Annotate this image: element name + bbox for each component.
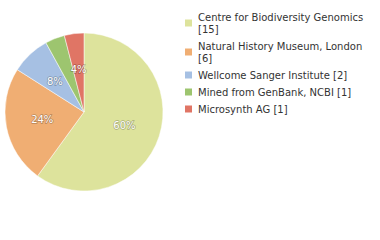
svg-text:8%: 8%: [47, 76, 63, 87]
svg-text:4%: 4%: [71, 64, 87, 75]
svg-text:60%: 60%: [113, 120, 135, 131]
svg-text:24%: 24%: [31, 114, 53, 125]
svg-text:Wellcome Sanger Institute [2]: Wellcome Sanger Institute [2]: [198, 70, 347, 81]
svg-text:[6]: [6]: [198, 53, 212, 64]
svg-text:Mined from GenBank, NCBI [1]: Mined from GenBank, NCBI [1]: [198, 87, 351, 98]
svg-text:Centre for Biodiversity Genomi: Centre for Biodiversity Genomics: [198, 12, 366, 23]
svg-text:Microsynth AG [1]: Microsynth AG [1]: [198, 104, 288, 115]
svg-text:Natural History Museum, London: Natural History Museum, London: [198, 41, 365, 52]
svg-text:[15]: [15]: [198, 24, 219, 35]
